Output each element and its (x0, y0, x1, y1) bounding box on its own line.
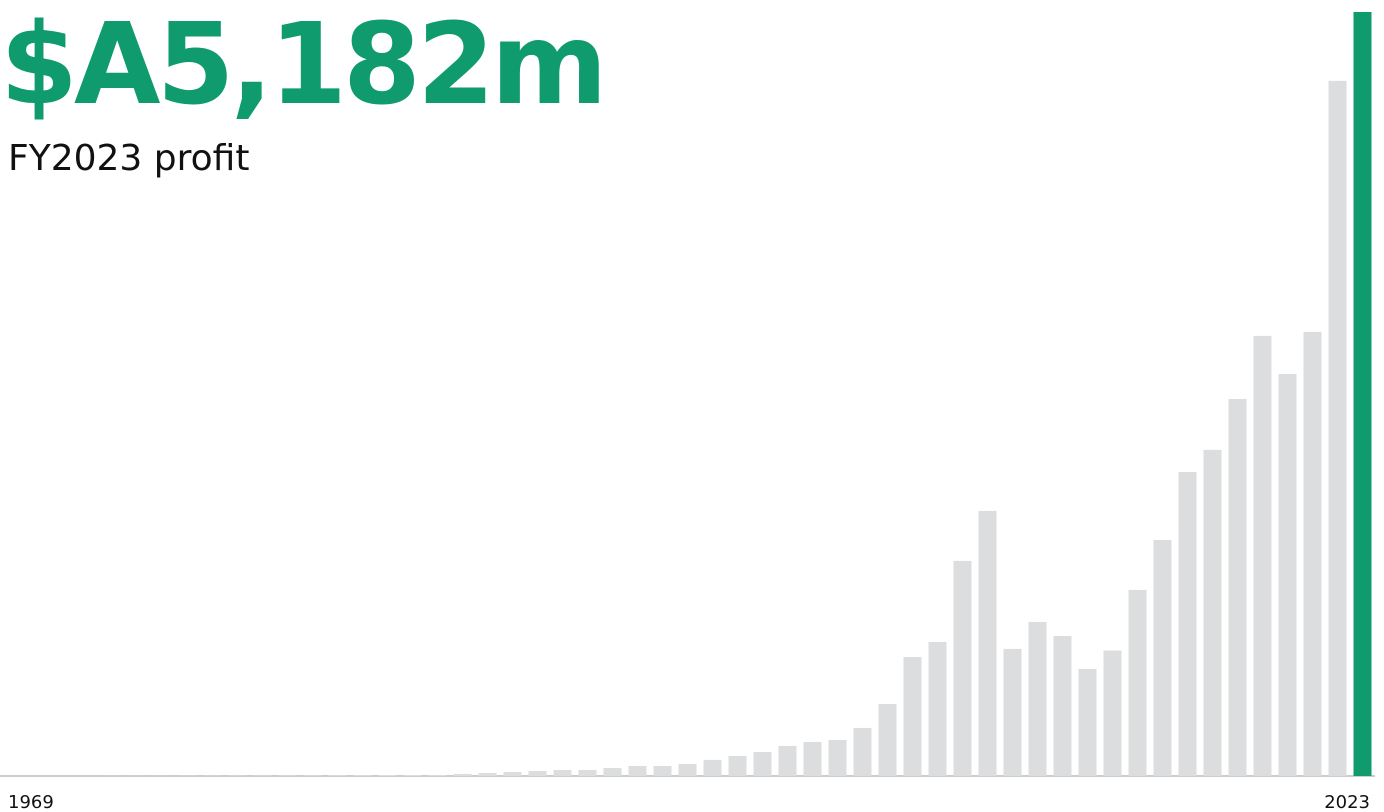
bar (778, 745, 797, 776)
bar (703, 759, 722, 776)
bar (753, 751, 772, 776)
bar (1303, 331, 1322, 776)
x-tick-label: 1969 (8, 792, 54, 812)
x-tick-label: 2023 (1324, 792, 1370, 812)
bar (503, 772, 522, 776)
bar (828, 740, 847, 776)
bar (1253, 335, 1272, 776)
bar (428, 774, 447, 776)
bar (678, 764, 697, 776)
chart-subtitle: FY2023 profit (8, 138, 249, 179)
bar (553, 769, 572, 776)
bar (1103, 650, 1122, 776)
bar (603, 768, 622, 776)
bar (1278, 373, 1297, 776)
bar (1028, 621, 1047, 776)
bar (953, 560, 972, 776)
bar (1128, 589, 1147, 776)
bar (1178, 471, 1197, 776)
bar (928, 641, 947, 776)
bar (878, 704, 897, 776)
bar (1003, 648, 1022, 776)
bar (528, 770, 547, 776)
bar (453, 773, 472, 776)
bar (803, 741, 822, 776)
bar (1078, 668, 1097, 776)
bar (653, 765, 672, 776)
bar (1328, 80, 1347, 776)
bar (1053, 635, 1072, 776)
bar (978, 510, 997, 776)
bar (578, 769, 597, 776)
bar (628, 765, 647, 776)
bar (478, 773, 497, 776)
bar (728, 755, 747, 776)
bar (378, 775, 397, 776)
bar (403, 775, 422, 776)
bar (1153, 539, 1172, 776)
bar (1228, 399, 1247, 776)
bar (853, 727, 872, 776)
bar (903, 657, 922, 776)
chart-title: $A5,182m (0, 0, 604, 130)
bar (1203, 449, 1222, 776)
bar (1353, 12, 1372, 776)
